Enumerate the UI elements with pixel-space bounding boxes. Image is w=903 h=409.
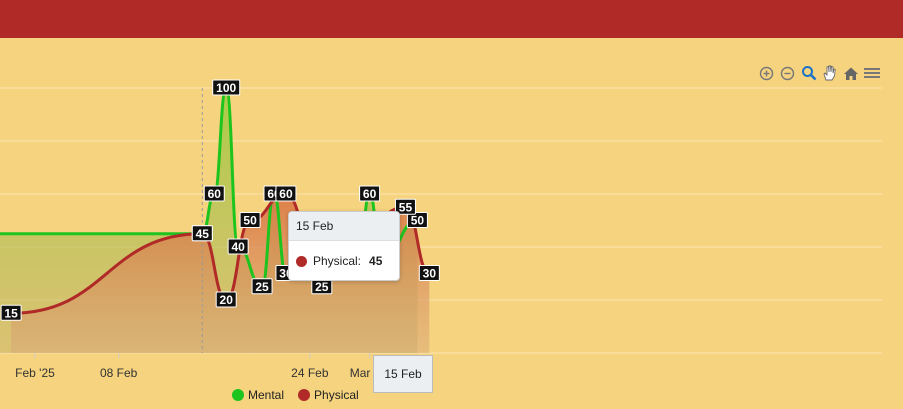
home-icon[interactable] xyxy=(842,65,859,82)
legend-label-physical: Physical xyxy=(314,388,359,402)
data-label-physical: 20 xyxy=(215,291,237,308)
data-label-box xyxy=(0,304,22,321)
tooltip-series-marker xyxy=(296,255,307,267)
data-label-text: 60 xyxy=(279,187,293,201)
data-label-physical: 50 xyxy=(239,212,261,228)
data-label-text: 50 xyxy=(411,214,425,228)
data-label-box xyxy=(359,185,381,202)
data-label-box xyxy=(239,212,261,228)
data-label-box xyxy=(406,212,428,228)
data-label-physical: 30 xyxy=(418,265,440,281)
data-label-box xyxy=(251,278,273,295)
data-label-mental: 40 xyxy=(227,238,249,255)
legend: Mental Physical xyxy=(232,388,359,402)
crosshair-x-label: 15 Feb xyxy=(373,355,433,393)
legend-marker-mental xyxy=(232,389,244,401)
data-label-text: 30 xyxy=(423,267,437,281)
data-label-text: 25 xyxy=(315,280,329,294)
data-label-physical: 60 xyxy=(275,185,297,202)
data-label-box xyxy=(227,238,249,255)
data-label-mental: 100 xyxy=(212,79,241,96)
menu-icon[interactable] xyxy=(863,65,880,82)
data-label-text: 45 xyxy=(196,227,210,241)
data-label-physical: 25 xyxy=(311,278,333,295)
tooltip-date: 15 Feb xyxy=(289,212,399,241)
data-label-physical: 45 xyxy=(191,225,213,242)
data-label-text: 55 xyxy=(399,200,413,214)
data-label-text: 20 xyxy=(220,293,234,307)
data-label-mental: 60 xyxy=(359,185,381,202)
tooltip-value: 45 xyxy=(369,254,383,268)
data-label-text: 25 xyxy=(255,280,269,294)
data-label-box xyxy=(418,265,440,281)
x-tick-label: 24 Feb xyxy=(291,366,329,380)
header-bar xyxy=(0,0,903,38)
data-label-text: 100 xyxy=(216,81,236,95)
pan-hand-icon[interactable] xyxy=(821,65,838,82)
data-label-text: 40 xyxy=(231,240,245,254)
data-label-box xyxy=(394,198,416,215)
data-label-mental: 25 xyxy=(251,278,273,295)
area-physical xyxy=(11,194,430,353)
data-label-text: 50 xyxy=(243,214,257,228)
data-label-box xyxy=(212,79,241,96)
data-label-text: 60 xyxy=(363,187,377,201)
legend-item-mental[interactable]: Mental xyxy=(232,388,284,402)
data-label-box xyxy=(215,291,237,308)
x-tick-label: 08 Feb xyxy=(100,366,138,380)
chart-toolbar xyxy=(758,64,880,82)
x-tick-label: Feb '25 xyxy=(15,366,55,380)
data-label-mental: 60 xyxy=(203,185,225,202)
data-label-text: 60 xyxy=(208,187,222,201)
tooltip: 15 Feb Physical: 45 xyxy=(288,211,400,281)
data-label-box xyxy=(275,185,297,202)
data-label-mental: 50 xyxy=(406,212,428,228)
zoom-in-icon[interactable] xyxy=(758,65,775,82)
legend-marker-physical xyxy=(298,389,311,401)
data-label-box xyxy=(191,225,213,242)
tooltip-series-name: Physical: xyxy=(313,254,362,268)
legend-label-mental: Mental xyxy=(248,388,285,402)
data-label-text: 15 xyxy=(4,306,18,320)
data-label-box xyxy=(203,185,225,202)
magnifier-icon[interactable] xyxy=(800,65,817,82)
data-label-physical: 15 xyxy=(0,304,22,321)
data-label-physical: 55 xyxy=(394,198,416,215)
legend-item-physical[interactable]: Physical xyxy=(298,388,359,402)
zoom-out-icon[interactable] xyxy=(779,65,796,82)
